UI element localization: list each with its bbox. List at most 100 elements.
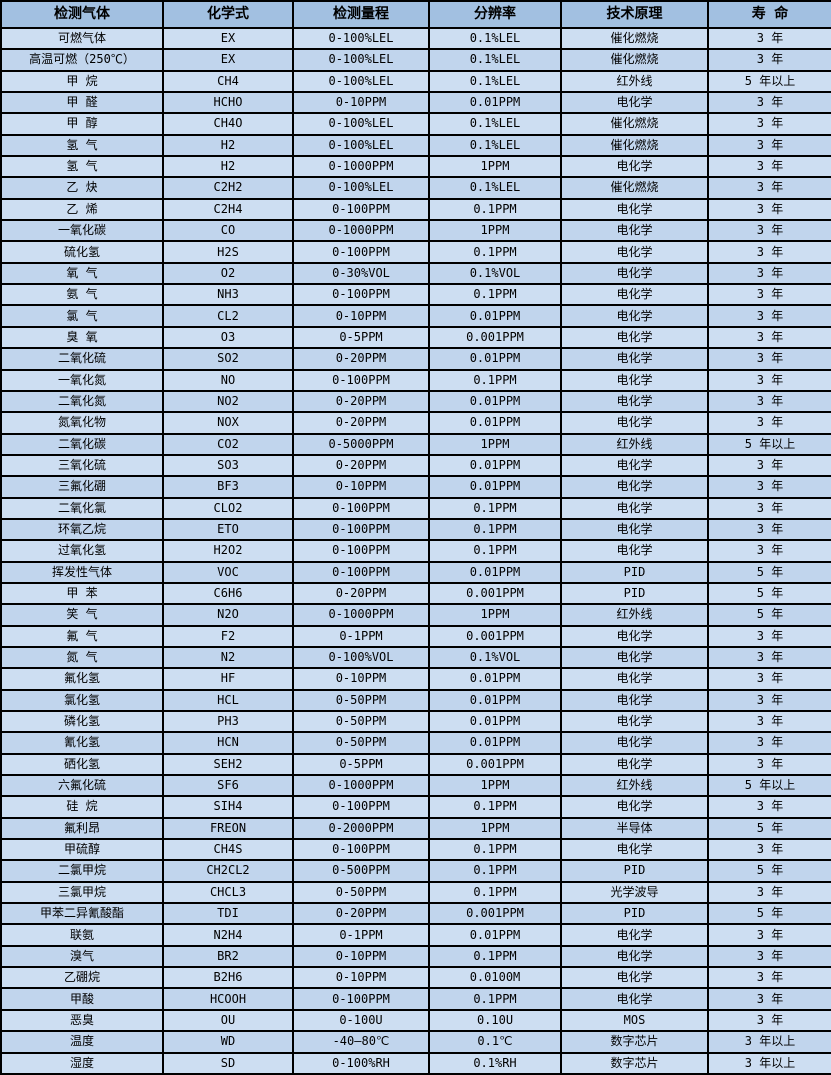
table-cell: 乙 炔 xyxy=(0,176,164,200)
table-cell: CH2CL2 xyxy=(162,859,294,883)
table-cell: 电化学 xyxy=(560,325,709,350)
table-cell: 0.001PPM xyxy=(428,752,562,777)
table-cell: 氨 气 xyxy=(0,283,164,307)
table-cell: 3 年以上 xyxy=(707,1030,831,1054)
table-cell: WD xyxy=(162,1030,294,1054)
table-row: 二氯甲烷 CH2CL2 0-500PPM 0.1PPM PID 5 年 xyxy=(0,859,831,883)
table-cell: 红外线 xyxy=(560,774,709,798)
table-cell: 挥发性气体 xyxy=(0,560,164,584)
table-cell: 臭 氧 xyxy=(0,325,164,350)
table-cell: 甲 苯 xyxy=(0,581,164,606)
table-cell: 0.001PPM xyxy=(428,624,562,648)
table-cell: 3 年 xyxy=(707,795,831,819)
table-cell: PID xyxy=(560,581,709,606)
table-cell: CH4S xyxy=(162,838,294,862)
table-cell: CHCL3 xyxy=(162,880,294,905)
table-cell: 恶臭 xyxy=(0,1008,164,1033)
table-cell: CH4 xyxy=(162,69,294,94)
table-cell: 0.01PPM xyxy=(428,560,562,584)
table-row: 二氧化氮 NO2 0-20PPM 0.01PPM 电化学 3 年 xyxy=(0,389,831,414)
table-cell: 1PPM xyxy=(428,816,562,841)
table-cell: 0-1000PPM xyxy=(292,155,430,179)
table-cell: N2H4 xyxy=(162,923,294,947)
table-cell: H2O2 xyxy=(162,539,294,563)
table-cell: 3 年 xyxy=(707,517,831,542)
table-cell: 3 年 xyxy=(707,240,831,264)
table-cell: OU xyxy=(162,1008,294,1033)
table-cell: 硫化氢 xyxy=(0,240,164,264)
table-cell: 0-100PPM xyxy=(292,197,430,222)
table-cell: 1PPM xyxy=(428,432,562,456)
table-cell: 0-500PPM xyxy=(292,859,430,883)
table-cell: 红外线 xyxy=(560,69,709,94)
table-cell: B2H6 xyxy=(162,966,294,990)
table-cell: 0.01PPM xyxy=(428,91,562,115)
table-cell: 0-100PPM xyxy=(292,368,430,392)
table-cell: 0.1PPM xyxy=(428,795,562,819)
table-cell: 0-100PPM xyxy=(292,838,430,862)
table-cell: ETO xyxy=(162,517,294,542)
table-cell: 电化学 xyxy=(560,155,709,179)
table-cell: 电化学 xyxy=(560,347,709,371)
table-cell: 二氧化氯 xyxy=(0,496,164,520)
table-cell: 0-100%LEL xyxy=(292,69,430,94)
table-body: 可燃气体 EX 0-100%LEL 0.1%LEL 催化燃烧 3 年高温可燃（250℃） E… xyxy=(0,26,831,1075)
table-cell: 3 年 xyxy=(707,645,831,670)
table-row: 乙 炔 C2H2 0-100%LEL 0.1%LEL 催化燃烧 3 年 xyxy=(0,176,831,200)
table-cell: 0.1%LEL xyxy=(428,176,562,200)
table-cell: 0.01PPM xyxy=(428,347,562,371)
table-cell: 1PPM xyxy=(428,774,562,798)
table-cell: 3 年 xyxy=(707,91,831,115)
table-cell: 0-20PPM xyxy=(292,581,430,606)
table-row: 氧 气 O2 0-30%VOL 0.1%VOL 电化学 3 年 xyxy=(0,261,831,286)
table-cell: 甲 醇 xyxy=(0,112,164,136)
table-cell: 电化学 xyxy=(560,475,709,499)
table-row: 硅 烷 SIH4 0-100PPM 0.1PPM 电化学 3 年 xyxy=(0,795,831,819)
table-cell: 电化学 xyxy=(560,304,709,328)
table-cell: SF6 xyxy=(162,774,294,798)
table-cell: 5 年 xyxy=(707,816,831,841)
table-cell: 氢 气 xyxy=(0,155,164,179)
table-cell: 0-5PPM xyxy=(292,752,430,777)
table-cell: F2 xyxy=(162,624,294,648)
table-cell: 二氧化硫 xyxy=(0,347,164,371)
table-cell: 电化学 xyxy=(560,368,709,392)
table-cell: 笑 气 xyxy=(0,603,164,627)
table-cell: 电化学 xyxy=(560,240,709,264)
table-cell: 0.1PPM xyxy=(428,283,562,307)
table-cell: 3 年 xyxy=(707,966,831,990)
table-cell: 磷化氢 xyxy=(0,709,164,734)
table-cell: O2 xyxy=(162,261,294,286)
table-cell: MOS xyxy=(560,1008,709,1033)
table-cell: 3 年 xyxy=(707,197,831,222)
table-cell: 催化燃烧 xyxy=(560,133,709,158)
table-row: 氢 气 H2 0-100%LEL 0.1%LEL 催化燃烧 3 年 xyxy=(0,133,831,158)
table-cell: 温度 xyxy=(0,1030,164,1054)
table-cell: 3 年 xyxy=(707,283,831,307)
table-cell: 0-100PPM xyxy=(292,496,430,520)
table-cell: PID xyxy=(560,560,709,584)
table-cell: 0-30%VOL xyxy=(292,261,430,286)
table-cell: 0.001PPM xyxy=(428,902,562,926)
table-cell: 溴气 xyxy=(0,944,164,969)
table-row: 湿度 SD 0-100%RH 0.1%RH 数字芯片 3 年以上 xyxy=(0,1051,831,1075)
table-cell: 3 年 xyxy=(707,347,831,371)
table-cell: 催化燃烧 xyxy=(560,26,709,51)
table-cell: 3 年 xyxy=(707,26,831,51)
table-cell: HCL xyxy=(162,688,294,713)
table-cell: CH4O xyxy=(162,112,294,136)
table-cell: 一氧化氮 xyxy=(0,368,164,392)
table-cell: 5 年 xyxy=(707,859,831,883)
table-row: 甲 烷 CH4 0-100%LEL 0.1%LEL 红外线 5 年以上 xyxy=(0,69,831,94)
table-row: 氮 气 N2 0-100%VOL 0.1%VOL 电化学 3 年 xyxy=(0,645,831,670)
table-cell: 六氟化硫 xyxy=(0,774,164,798)
table-cell: 0-100PPM xyxy=(292,517,430,542)
table-cell: 氯化氢 xyxy=(0,688,164,713)
table-cell: BR2 xyxy=(162,944,294,969)
table-cell: 3 年 xyxy=(707,304,831,328)
table-cell: 3 年 xyxy=(707,731,831,755)
table-row: 乙硼烷 B2H6 0-10PPM 0.0100M 电化学 3 年 xyxy=(0,966,831,990)
table-cell: 0-100%LEL xyxy=(292,26,430,51)
table-cell: 电化学 xyxy=(560,923,709,947)
table-cell: 电化学 xyxy=(560,944,709,969)
